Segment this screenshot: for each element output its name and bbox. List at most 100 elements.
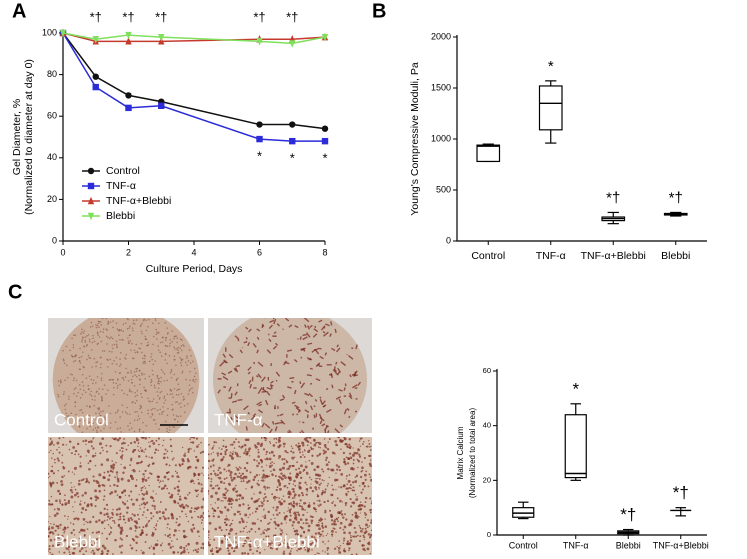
stain-dot [138,417,141,420]
stain-dot [270,470,272,473]
stain-dot [52,532,55,535]
stain-dot [238,476,241,478]
stain-dot [273,538,276,542]
stain-dot [276,523,280,527]
stain-fiber [234,335,240,340]
stain-dot [138,518,140,520]
stain-dot [228,532,231,535]
stain-dot [152,398,155,400]
stain-dot [87,451,90,454]
stain-dot [111,362,114,365]
stain-dot [328,437,331,440]
stain-dot [117,315,119,317]
stain-dot [58,446,60,449]
stain-dot [225,523,228,526]
stain-dot [223,482,226,485]
stain-dot [246,438,250,442]
point [321,33,329,42]
stain-dot [150,416,152,418]
stain-dot [303,546,306,549]
stain-dot [164,508,167,511]
stain-dot [314,486,317,489]
stain-fiber [330,321,333,326]
y-tick-label: 100 [42,27,57,37]
stain-dot [160,390,163,393]
stain-dot [158,485,161,488]
stain-dot [96,332,99,335]
stain-dot [214,502,216,504]
stain-dot [80,511,83,514]
stain-dot [140,393,142,395]
stain-dot [272,496,276,500]
stain-dot [135,535,138,538]
stain-dot [60,483,64,487]
stain-dot [194,381,196,383]
stain-dot [66,526,69,529]
stain-dot [260,500,262,503]
stain-dot [109,445,112,448]
stain-dot [298,504,302,508]
stain-fiber [323,326,326,329]
stain-dot [307,549,309,552]
stain-fiber [338,388,343,392]
stain-dot [56,512,58,514]
stain-dot [369,476,372,478]
stain-dot [330,529,334,533]
stain-dot [145,492,149,495]
stain-dot [292,451,295,454]
stain-dot [103,384,106,386]
stain-dot [209,484,213,487]
stain-dot [246,552,250,555]
stain-dot [147,412,149,415]
stain-dot [336,546,339,548]
stain-dot [202,511,204,515]
stain-dot [220,448,223,450]
point [289,137,296,145]
stain-dot [115,356,118,359]
stain-fiber [309,382,313,385]
stain-fiber [330,372,334,379]
stain-dot [233,549,236,552]
stain-dot [63,475,66,477]
stain-dot [177,502,180,505]
stain-dot [210,480,213,483]
stain-dot [139,379,142,381]
stain-dot [319,503,322,506]
stain-dot [317,475,319,477]
stain-dot [298,486,302,490]
stain-dot [263,508,265,510]
stain-dot [193,473,197,477]
stain-dot [115,471,119,474]
stain-dot [365,470,368,473]
stain-dot [119,383,121,386]
stain-dot [97,427,99,429]
stain-dot [116,484,119,488]
image-label: TNF-α [214,410,263,429]
stain-dot [95,324,97,326]
stain-dot [351,467,353,469]
stain-dot [131,469,133,471]
stain-dot [151,369,154,372]
stain-dot [163,517,167,521]
stain-dot [357,448,360,450]
stain-dot [299,534,303,538]
stain-dot [104,527,106,530]
stain-dot [116,314,118,316]
point [321,125,329,132]
stain-dot [336,478,339,482]
stain-dot [180,345,183,347]
stain-dot [355,498,359,502]
stain-dot [338,511,342,514]
stain-dot [105,393,107,395]
stain-dot [179,338,182,341]
stain-dot [138,374,140,377]
stain-dot [186,364,188,366]
stain-dot [131,327,134,329]
stain-dot [225,491,227,494]
stain-dot [274,534,277,537]
stain-fiber [235,420,239,423]
stain-dot [100,340,103,343]
stain-dot [82,351,84,353]
stain-dot [283,500,286,503]
stain-dot [180,358,183,360]
